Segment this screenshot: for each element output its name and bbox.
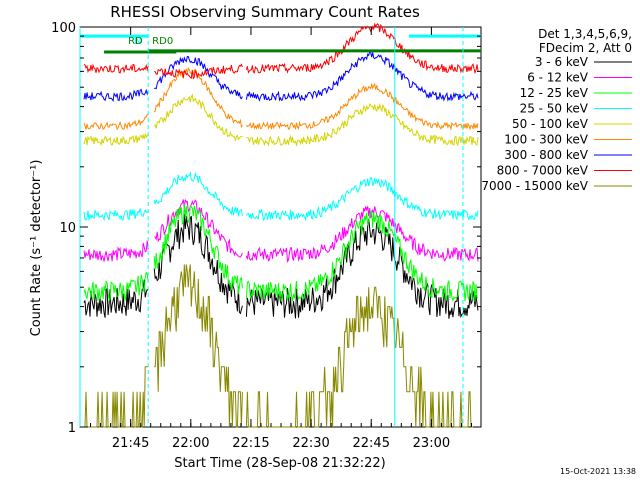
legend: Det 1,3,4,5,6,9, FDecim 2, Att 0 3 - 6 k… — [481, 27, 632, 193]
x-axis-label: Start Time (28-Sep-08 21:32:22) — [174, 456, 385, 471]
series-line-2 — [83, 203, 479, 302]
series-line-4 — [83, 93, 479, 147]
legend-label-0: 3 - 6 keV — [535, 55, 589, 69]
legend-label-8: 7000 - 15000 keV — [481, 179, 588, 193]
series-line-5 — [83, 67, 479, 131]
legend-label-1: 6 - 12 keV — [527, 71, 589, 85]
flag-layer: N RD0 RD — [79, 27, 481, 427]
y-tick-label-2: 100 — [51, 21, 76, 36]
legend-label-5: 100 - 300 keV — [504, 133, 588, 147]
series-line-8 — [84, 264, 478, 428]
x-tick-label-4: 22:45 — [353, 436, 390, 451]
x-tick-label-5: 23:00 — [413, 436, 450, 451]
chart-title: RHESSI Observing Summary Count Rates — [110, 3, 420, 21]
axis-layer: 1 10 100 21:45 22:00 22:15 22:30 22:45 23:00 — [51, 21, 481, 451]
legend-header-line-1: Det 1,3,4,5,6,9, — [538, 27, 632, 41]
footer-timestamp: 15-Oct-2021 13:38 — [560, 467, 636, 476]
y-axis-label: Count Rate (s⁻¹ detector⁻¹) — [29, 160, 44, 337]
legend-label-2: 12 - 25 keV — [520, 86, 589, 100]
x-tick-label-2: 22:15 — [232, 436, 269, 451]
series-line-1 — [83, 199, 479, 263]
x-tick-label-1: 22:00 — [172, 436, 209, 451]
legend-label-3: 25 - 50 keV — [520, 102, 589, 116]
legend-header-line-2: FDecim 2, Att 0 — [539, 41, 632, 55]
annotation-2: RD — [128, 36, 143, 47]
legend-label-4: 50 - 100 keV — [512, 117, 589, 131]
series-line-0 — [83, 213, 479, 319]
y-tick-label-1: 10 — [59, 221, 76, 236]
legend-label-6: 300 - 800 keV — [504, 148, 588, 162]
series-layer — [83, 22, 479, 428]
series-line-7 — [83, 22, 479, 80]
legend-label-7: 800 - 7000 keV — [497, 164, 589, 178]
annotation-0: N — [134, 36, 141, 47]
series-line-6 — [83, 50, 479, 103]
x-tick-label-3: 22:30 — [292, 436, 329, 451]
series-line-3 — [83, 171, 479, 222]
y-tick-label-0: 1 — [68, 421, 76, 436]
x-tick-label-0: 21:45 — [112, 436, 149, 451]
annotation-1: RD0 — [152, 36, 173, 47]
